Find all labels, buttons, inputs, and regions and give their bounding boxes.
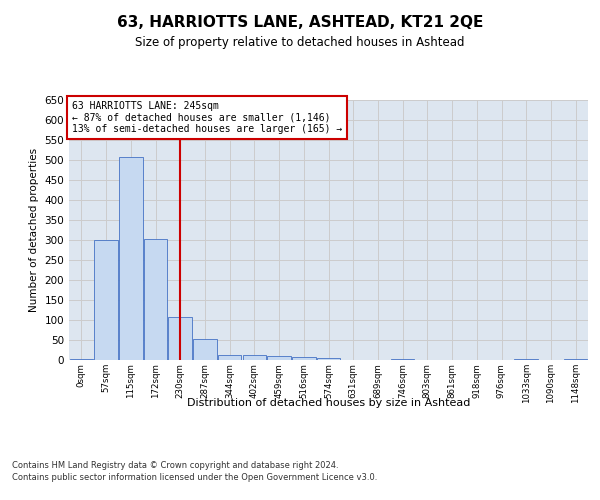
Bar: [94, 240, 118, 360]
Y-axis label: Number of detached properties: Number of detached properties: [29, 148, 39, 312]
Text: 63 HARRIOTTS LANE: 245sqm
← 87% of detached houses are smaller (1,146)
13% of se: 63 HARRIOTTS LANE: 245sqm ← 87% of detac…: [71, 102, 342, 134]
Text: Size of property relative to detached houses in Ashtead: Size of property relative to detached ho…: [135, 36, 465, 49]
Text: Contains HM Land Registry data © Crown copyright and database right 2024.: Contains HM Land Registry data © Crown c…: [12, 460, 338, 469]
Bar: [391, 359, 415, 360]
Bar: [292, 357, 316, 360]
Bar: [317, 358, 340, 360]
Text: 63, HARRIOTTS LANE, ASHTEAD, KT21 2QE: 63, HARRIOTTS LANE, ASHTEAD, KT21 2QE: [117, 15, 483, 30]
Bar: [268, 356, 291, 360]
Bar: [564, 359, 587, 360]
Bar: [119, 157, 143, 360]
Bar: [144, 239, 167, 360]
Bar: [169, 317, 192, 360]
Bar: [242, 355, 266, 360]
Bar: [70, 359, 93, 360]
Bar: [514, 359, 538, 360]
Bar: [218, 355, 241, 360]
Text: Contains public sector information licensed under the Open Government Licence v3: Contains public sector information licen…: [12, 473, 377, 482]
Bar: [193, 339, 217, 360]
Text: Distribution of detached houses by size in Ashtead: Distribution of detached houses by size …: [187, 398, 470, 407]
